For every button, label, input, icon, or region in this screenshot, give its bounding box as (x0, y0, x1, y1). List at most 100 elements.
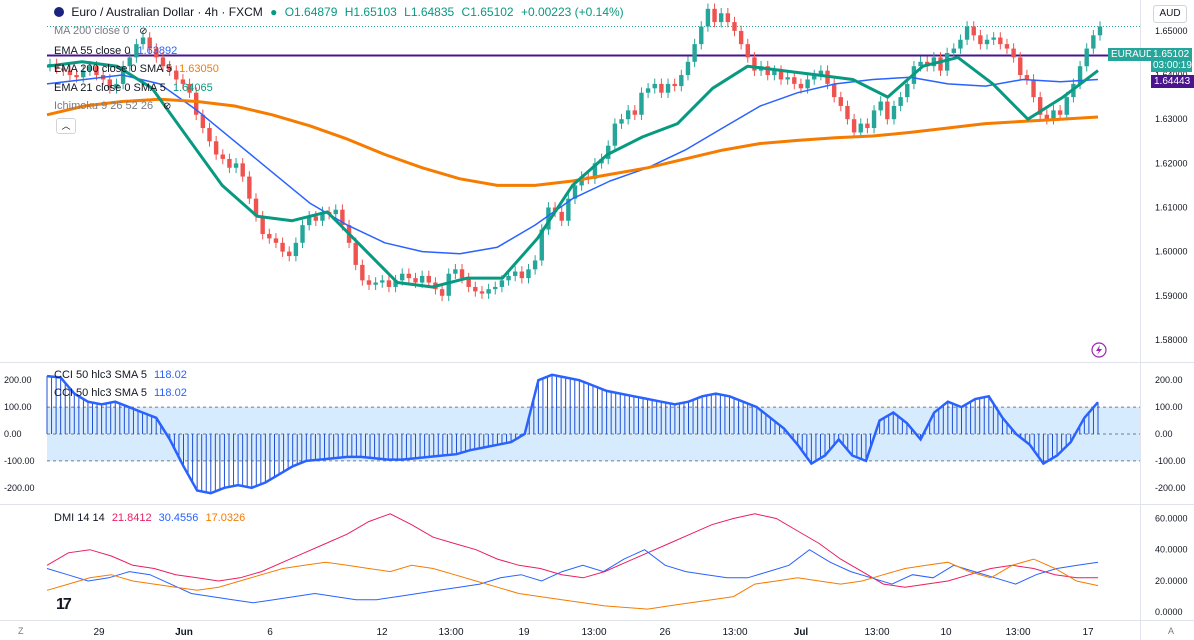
candle-body (1037, 97, 1043, 115)
candle-body (805, 79, 810, 89)
zoom-reset-button[interactable]: Z (18, 626, 24, 636)
candle-body (938, 57, 943, 71)
candle-body (865, 123, 870, 129)
auto-scale-button[interactable]: A (1168, 626, 1175, 636)
cci-value: 118.02 (154, 369, 187, 381)
candle-body (612, 123, 618, 146)
candle-body (74, 75, 79, 78)
candle-body (333, 209, 338, 215)
indicator-ema55[interactable]: EMA 55 close 0 1.63892 (54, 44, 181, 58)
price-tick-label: 1.65000 (1155, 26, 1188, 36)
candle-body (320, 211, 325, 221)
candle-body (645, 88, 651, 93)
candle-body (778, 70, 784, 80)
candle-body (220, 154, 225, 159)
candle-body (453, 269, 458, 274)
candle-body (951, 48, 956, 53)
candle-body (426, 275, 431, 283)
candle-body (1084, 48, 1089, 67)
bar-countdown: 03:00:19 (1153, 60, 1192, 71)
candle-body (273, 238, 279, 243)
candle-body (134, 44, 139, 58)
candle-body (572, 185, 578, 199)
candle-body (725, 13, 731, 23)
candle-body (944, 52, 950, 71)
dmi-value-2: 30.4556 (158, 512, 199, 524)
time-tick-label: 6 (267, 627, 273, 638)
dmi-third-line (46, 558, 1099, 610)
candle-body (479, 291, 485, 294)
currency-button[interactable]: AUD (1153, 5, 1187, 23)
cci-tick-label: -100.00 (1155, 456, 1186, 466)
candle-body (851, 119, 857, 133)
candle-body (366, 280, 372, 285)
dmi-legend[interactable]: DMI 14 14 21.8412 30.4556 17.0326 (54, 511, 249, 525)
indicator-label: EMA 200 close 0 SMA 5 (54, 63, 173, 75)
ema200-line (46, 97, 1099, 187)
candle-body (566, 198, 571, 221)
cci-value: 118.02 (154, 387, 187, 399)
candle-body (194, 92, 199, 115)
candle-body (419, 275, 425, 283)
indicator-ma200[interactable]: MA 200 close 0 ⊘ (54, 24, 154, 39)
candle-body (652, 83, 657, 89)
candle-body (539, 229, 544, 261)
candle-body (838, 97, 844, 106)
cci-legend-1[interactable]: CCI 50 hlc3 SMA 5 118.02 (54, 368, 191, 382)
time-tick-label: 13:00 (581, 627, 606, 638)
candle-body (380, 280, 385, 283)
candle-body (732, 22, 737, 31)
candle-body (526, 269, 531, 279)
cci-tick-label-left: 200.00 (4, 375, 32, 385)
dmi-tick-label: 60.0000 (1155, 513, 1188, 523)
time-tick-label: 13:00 (438, 627, 463, 638)
dmi-label: DMI 14 14 (54, 512, 105, 524)
candle-body (140, 37, 146, 45)
hline-price-value: 1.64443 (1154, 76, 1191, 87)
candle-body (360, 264, 365, 281)
collapse-legend-button[interactable]: ︿ (56, 118, 76, 134)
candle-body (67, 70, 73, 76)
cci-histogram (46, 374, 1099, 494)
candle-body (1091, 35, 1096, 49)
candle-body (659, 83, 664, 93)
candle-body (240, 163, 245, 177)
candle-body (679, 75, 684, 87)
candle-body (313, 216, 319, 221)
candle-body (499, 280, 505, 287)
candle-body (878, 101, 883, 111)
time-tick-label: 26 (659, 627, 671, 638)
candle-body (114, 83, 119, 89)
candle-body (1097, 26, 1103, 36)
time-tick-label: 13:00 (722, 627, 747, 638)
candle-body (1064, 97, 1069, 115)
candle-body (519, 271, 525, 279)
hidden-eye-icon[interactable]: ⊘ (139, 26, 148, 37)
candle-body (812, 75, 817, 80)
candle-body (871, 110, 877, 129)
cci-legend-2[interactable]: CCI 50 hlc3 SMA 5 118.02 (54, 386, 191, 400)
indicator-ichimoku[interactable]: Ichimoku 9 26 52 26 ⊘ (54, 99, 178, 114)
candle-body (61, 68, 66, 71)
candle-body (1051, 110, 1056, 120)
lightning-icon-bolt (1096, 345, 1102, 355)
time-tick-label: 13:00 (1005, 627, 1030, 638)
indicator-ema21[interactable]: EMA 21 close 0 SMA 5 1.64065 (54, 81, 217, 95)
dmi-tick-label: 0.0000 (1155, 607, 1183, 617)
hidden-eye-icon[interactable]: ⊘ (162, 101, 172, 112)
indicator-ema200[interactable]: EMA 200 close 0 SMA 5 1.63050 (54, 62, 223, 76)
indicator-label: MA 200 close 0 (54, 25, 130, 37)
indicator-label: Ichimoku 9 26 52 26 (54, 100, 154, 112)
candle-body (406, 273, 412, 279)
tradingview-logo[interactable]: 17 (56, 596, 72, 613)
ohlc-open: O1.64879 (284, 5, 338, 19)
candle-body (712, 8, 717, 23)
candle-body (506, 275, 511, 281)
candle-body (685, 61, 691, 76)
candle-body (1044, 114, 1050, 120)
candle-body (459, 269, 465, 279)
candle-body (1031, 79, 1036, 98)
candle-body (699, 26, 704, 45)
time-tick-label: 17 (1082, 627, 1094, 638)
